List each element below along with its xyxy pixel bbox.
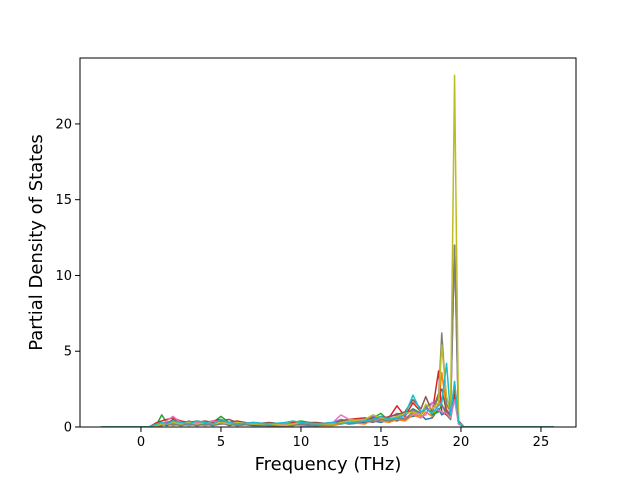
- x-axis-label: Frequency (THz): [255, 454, 402, 475]
- x-tick-label: 20: [453, 435, 470, 450]
- x-tick-label: 25: [533, 435, 550, 450]
- y-tick-label: 10: [55, 269, 72, 284]
- x-tick-label: 5: [217, 435, 225, 450]
- y-tick-label: 0: [64, 421, 72, 436]
- pdos-line: [100, 244, 554, 427]
- y-tick-label: 5: [64, 345, 72, 360]
- y-tick-label: 20: [55, 117, 72, 132]
- pdos-line: [100, 244, 554, 427]
- y-axis-label: Partial Density of States: [26, 134, 47, 351]
- x-tick-label: 15: [373, 435, 390, 450]
- x-tick-label: 0: [137, 435, 145, 450]
- pdos-line: [100, 362, 554, 427]
- pdos-line: [100, 74, 554, 427]
- plot-lines: [100, 74, 554, 427]
- x-tick-label: 10: [293, 435, 310, 450]
- y-tick-label: 15: [55, 193, 72, 208]
- plot-frame: [79, 57, 577, 428]
